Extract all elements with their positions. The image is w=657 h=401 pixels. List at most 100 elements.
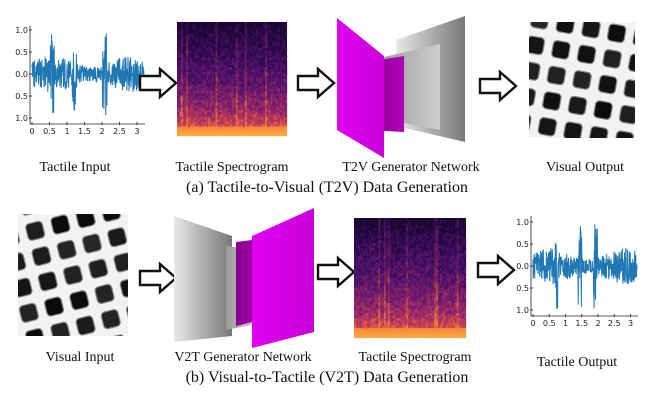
spectrogram-cell xyxy=(221,98,224,101)
spectrogram-cell xyxy=(383,283,387,286)
spectrogram-cell xyxy=(361,285,364,289)
spectrogram-cell xyxy=(259,90,262,94)
spectrogram-cell xyxy=(191,36,194,39)
spectrogram-cell xyxy=(265,107,268,111)
spectrogram-cell xyxy=(279,81,282,85)
spectrogram-cell xyxy=(210,124,213,127)
spectrogram-cell xyxy=(268,24,271,28)
spectrogram-cell xyxy=(204,43,207,47)
spectrogram-cell xyxy=(456,250,459,254)
spectrogram-cell xyxy=(233,50,236,54)
spectrogram-cell xyxy=(417,310,420,314)
spectrogram-cell xyxy=(411,325,415,329)
spectrogram-cell xyxy=(354,260,357,264)
spectrogram-cell xyxy=(454,333,457,336)
spectrogram-cell xyxy=(246,48,249,51)
spectrogram-cell xyxy=(235,29,238,32)
spectrogram-cell xyxy=(182,119,185,123)
spectrogram-cell xyxy=(276,86,279,89)
spectrogram-cell xyxy=(263,102,266,106)
spectrogram-cell xyxy=(415,260,418,264)
spectrogram-cell xyxy=(428,278,431,281)
spectrogram-cell xyxy=(378,228,381,231)
spectrogram-cell xyxy=(389,238,392,241)
spectrogram-cell xyxy=(254,45,257,49)
spectrogram-cell xyxy=(464,248,467,251)
spectrogram-cell xyxy=(244,128,247,132)
spectrogram-cell xyxy=(252,41,255,44)
spectrogram-cell xyxy=(233,29,236,32)
spectrogram-cell xyxy=(454,270,457,274)
spectrogram-cell xyxy=(243,86,246,89)
spectrogram-cell xyxy=(177,24,180,28)
spectrogram-cell xyxy=(451,323,454,326)
spectrogram-cell xyxy=(193,102,196,106)
spectrogram-cell xyxy=(410,280,413,284)
spectrogram-cell xyxy=(202,74,205,77)
spectrogram-cell xyxy=(188,64,191,68)
spectrogram-cell xyxy=(365,265,368,269)
spectrogram-cell xyxy=(359,283,362,286)
spectrogram-cell xyxy=(261,74,264,77)
spectrogram-cell xyxy=(279,114,282,118)
spectrogram-cell xyxy=(210,93,213,96)
spectrogram-cell xyxy=(237,52,240,56)
spectrogram-cell xyxy=(357,293,360,296)
spectrogram-cell xyxy=(421,290,424,294)
spectrogram-cell xyxy=(449,238,452,241)
spectrogram-cell xyxy=(439,293,443,296)
spectrogram-cell xyxy=(378,333,381,336)
spectrogram-cell xyxy=(202,57,205,61)
spectrogram-cell xyxy=(430,333,433,336)
spectrogram-cell xyxy=(372,308,375,311)
spectrogram-cell xyxy=(188,107,191,111)
spectrogram-cell xyxy=(272,131,275,134)
spectrogram-cell xyxy=(447,333,450,336)
spectrogram-cell xyxy=(263,45,266,49)
y-tick-label: 0.5 xyxy=(15,48,28,57)
spectrogram-cell xyxy=(268,71,271,75)
spectrogram-cell xyxy=(215,114,218,118)
spectrogram-cell xyxy=(398,300,401,304)
spectrogram-cell xyxy=(357,283,360,286)
spectrogram-cell xyxy=(232,64,235,68)
spectrogram-cell xyxy=(400,313,403,316)
spectrogram-cell xyxy=(395,268,398,271)
spectrogram-cell xyxy=(213,93,216,96)
spectrogram-cell xyxy=(215,88,218,92)
spectrogram-cell xyxy=(222,95,225,99)
spectrogram-cell xyxy=(367,265,370,269)
spectrogram-cell xyxy=(368,318,372,321)
spectrogram-cell xyxy=(182,105,185,108)
spectrogram-cell xyxy=(367,303,370,306)
spectrogram-cell xyxy=(270,31,273,35)
spectrogram-cell xyxy=(250,36,253,39)
spectrogram-cell xyxy=(372,238,375,241)
spectrogram-cell xyxy=(232,102,235,106)
texture-square xyxy=(529,35,546,56)
spectrogram-cell xyxy=(232,100,235,104)
spectrogram-cell xyxy=(255,69,258,73)
spectrogram-cell xyxy=(374,320,377,324)
spectrogram-cell xyxy=(199,93,202,96)
spectrogram-cell xyxy=(246,74,249,77)
spectrogram-cell xyxy=(406,298,409,301)
spectrogram-cell xyxy=(456,258,459,261)
spectrogram-cell xyxy=(454,313,457,316)
spectrogram-cell xyxy=(355,303,359,306)
spectrogram-cell xyxy=(417,300,420,304)
spectrogram-cell xyxy=(281,79,284,82)
spectrogram-cell xyxy=(424,308,428,311)
spectrogram-cell xyxy=(199,69,202,73)
spectrogram-cell xyxy=(193,133,196,137)
spectrogram-cell xyxy=(365,288,368,291)
spectrogram-cell xyxy=(432,305,435,309)
spectrogram-cell xyxy=(424,330,428,334)
spectrogram-cell xyxy=(210,128,213,132)
spectrogram-cell xyxy=(263,124,266,127)
spectrogram-cell xyxy=(226,112,229,115)
spectrogram-cell xyxy=(424,333,428,336)
spectrogram-cell xyxy=(193,128,196,132)
spectrogram-cell xyxy=(241,88,244,92)
spectrogram-cell xyxy=(451,330,454,334)
